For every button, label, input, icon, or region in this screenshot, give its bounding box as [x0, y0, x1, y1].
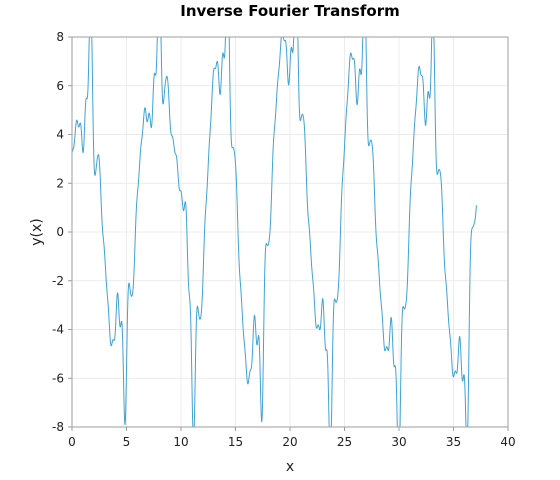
- x-tick-label: 0: [68, 435, 76, 449]
- y-tick-label: -4: [52, 323, 64, 337]
- y-tick-label: 2: [56, 176, 64, 190]
- y-tick-label: 4: [56, 128, 64, 142]
- plot-frame: [71, 36, 509, 428]
- y-tick-label: -8: [52, 420, 64, 434]
- x-tick-label: 5: [123, 435, 131, 449]
- grid-group: [72, 37, 508, 427]
- y-tick-label: 6: [56, 79, 64, 93]
- y-tick-label: 8: [56, 30, 64, 44]
- x-tick-label: 15: [228, 435, 243, 449]
- y-axis-label: y(x): [29, 218, 45, 246]
- x-axis-label: x: [286, 459, 294, 475]
- series-line-y: [71, 36, 477, 428]
- x-tick-label: 10: [173, 435, 188, 449]
- tick-group: 0 5 10 15 20 25 30 35 40 -8 -6 -4 -2 0 2 4 6 8: [52, 30, 516, 449]
- series-group: [71, 36, 477, 428]
- y-tick-label: 0: [56, 225, 64, 239]
- x-tick-label: 30: [391, 435, 406, 449]
- x-tick-label: 35: [446, 435, 461, 449]
- x-tick-label: 25: [337, 435, 352, 449]
- y-tick-label: -2: [52, 274, 64, 288]
- x-tick-label: 40: [500, 435, 515, 449]
- chart-title: Inverse Fourier Transform: [180, 2, 399, 20]
- x-tick-label: 20: [282, 435, 297, 449]
- y-tick-label: -6: [52, 371, 64, 385]
